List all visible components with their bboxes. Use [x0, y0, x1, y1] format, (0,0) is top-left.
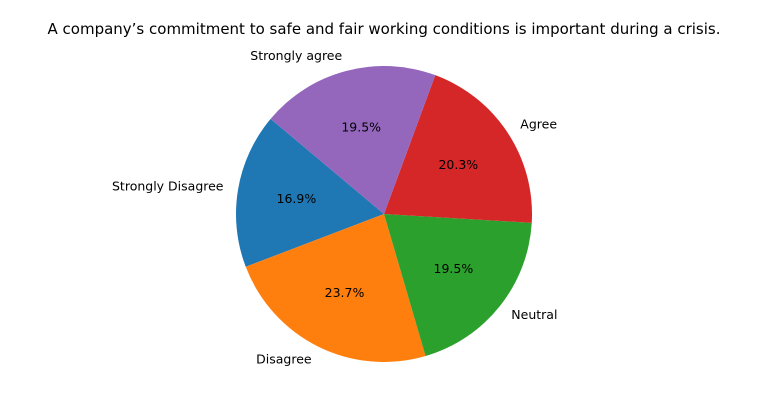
percentage-label: 20.3%	[438, 157, 478, 172]
category-label: Strongly agree	[250, 48, 342, 63]
category-label: Neutral	[511, 307, 557, 322]
pie-slice-agree	[384, 75, 533, 223]
category-label: Agree	[520, 117, 557, 132]
pie-slice-strongly-agree	[270, 66, 436, 214]
pie-slices	[236, 66, 533, 363]
category-labels: Strongly Disagree Disagree Neutral Agree Str…	[112, 48, 557, 366]
chart-title: A company’s commitment to safe and fair …	[48, 20, 721, 38]
category-label: Strongly Disagree	[112, 179, 224, 194]
percentage-label: 19.5%	[341, 120, 381, 135]
percentage-label: 16.9%	[277, 191, 317, 206]
percentage-label: 23.7%	[325, 285, 365, 300]
pie-slice-strongly-disagree	[236, 118, 384, 267]
percentage-labels: 16.9% 23.7% 19.5% 20.3% 19.5%	[277, 120, 479, 300]
pie-slice-disagree	[245, 214, 426, 363]
category-label: Disagree	[256, 351, 312, 366]
percentage-label: 19.5%	[434, 261, 474, 276]
pie-slice-neutral	[384, 214, 532, 357]
